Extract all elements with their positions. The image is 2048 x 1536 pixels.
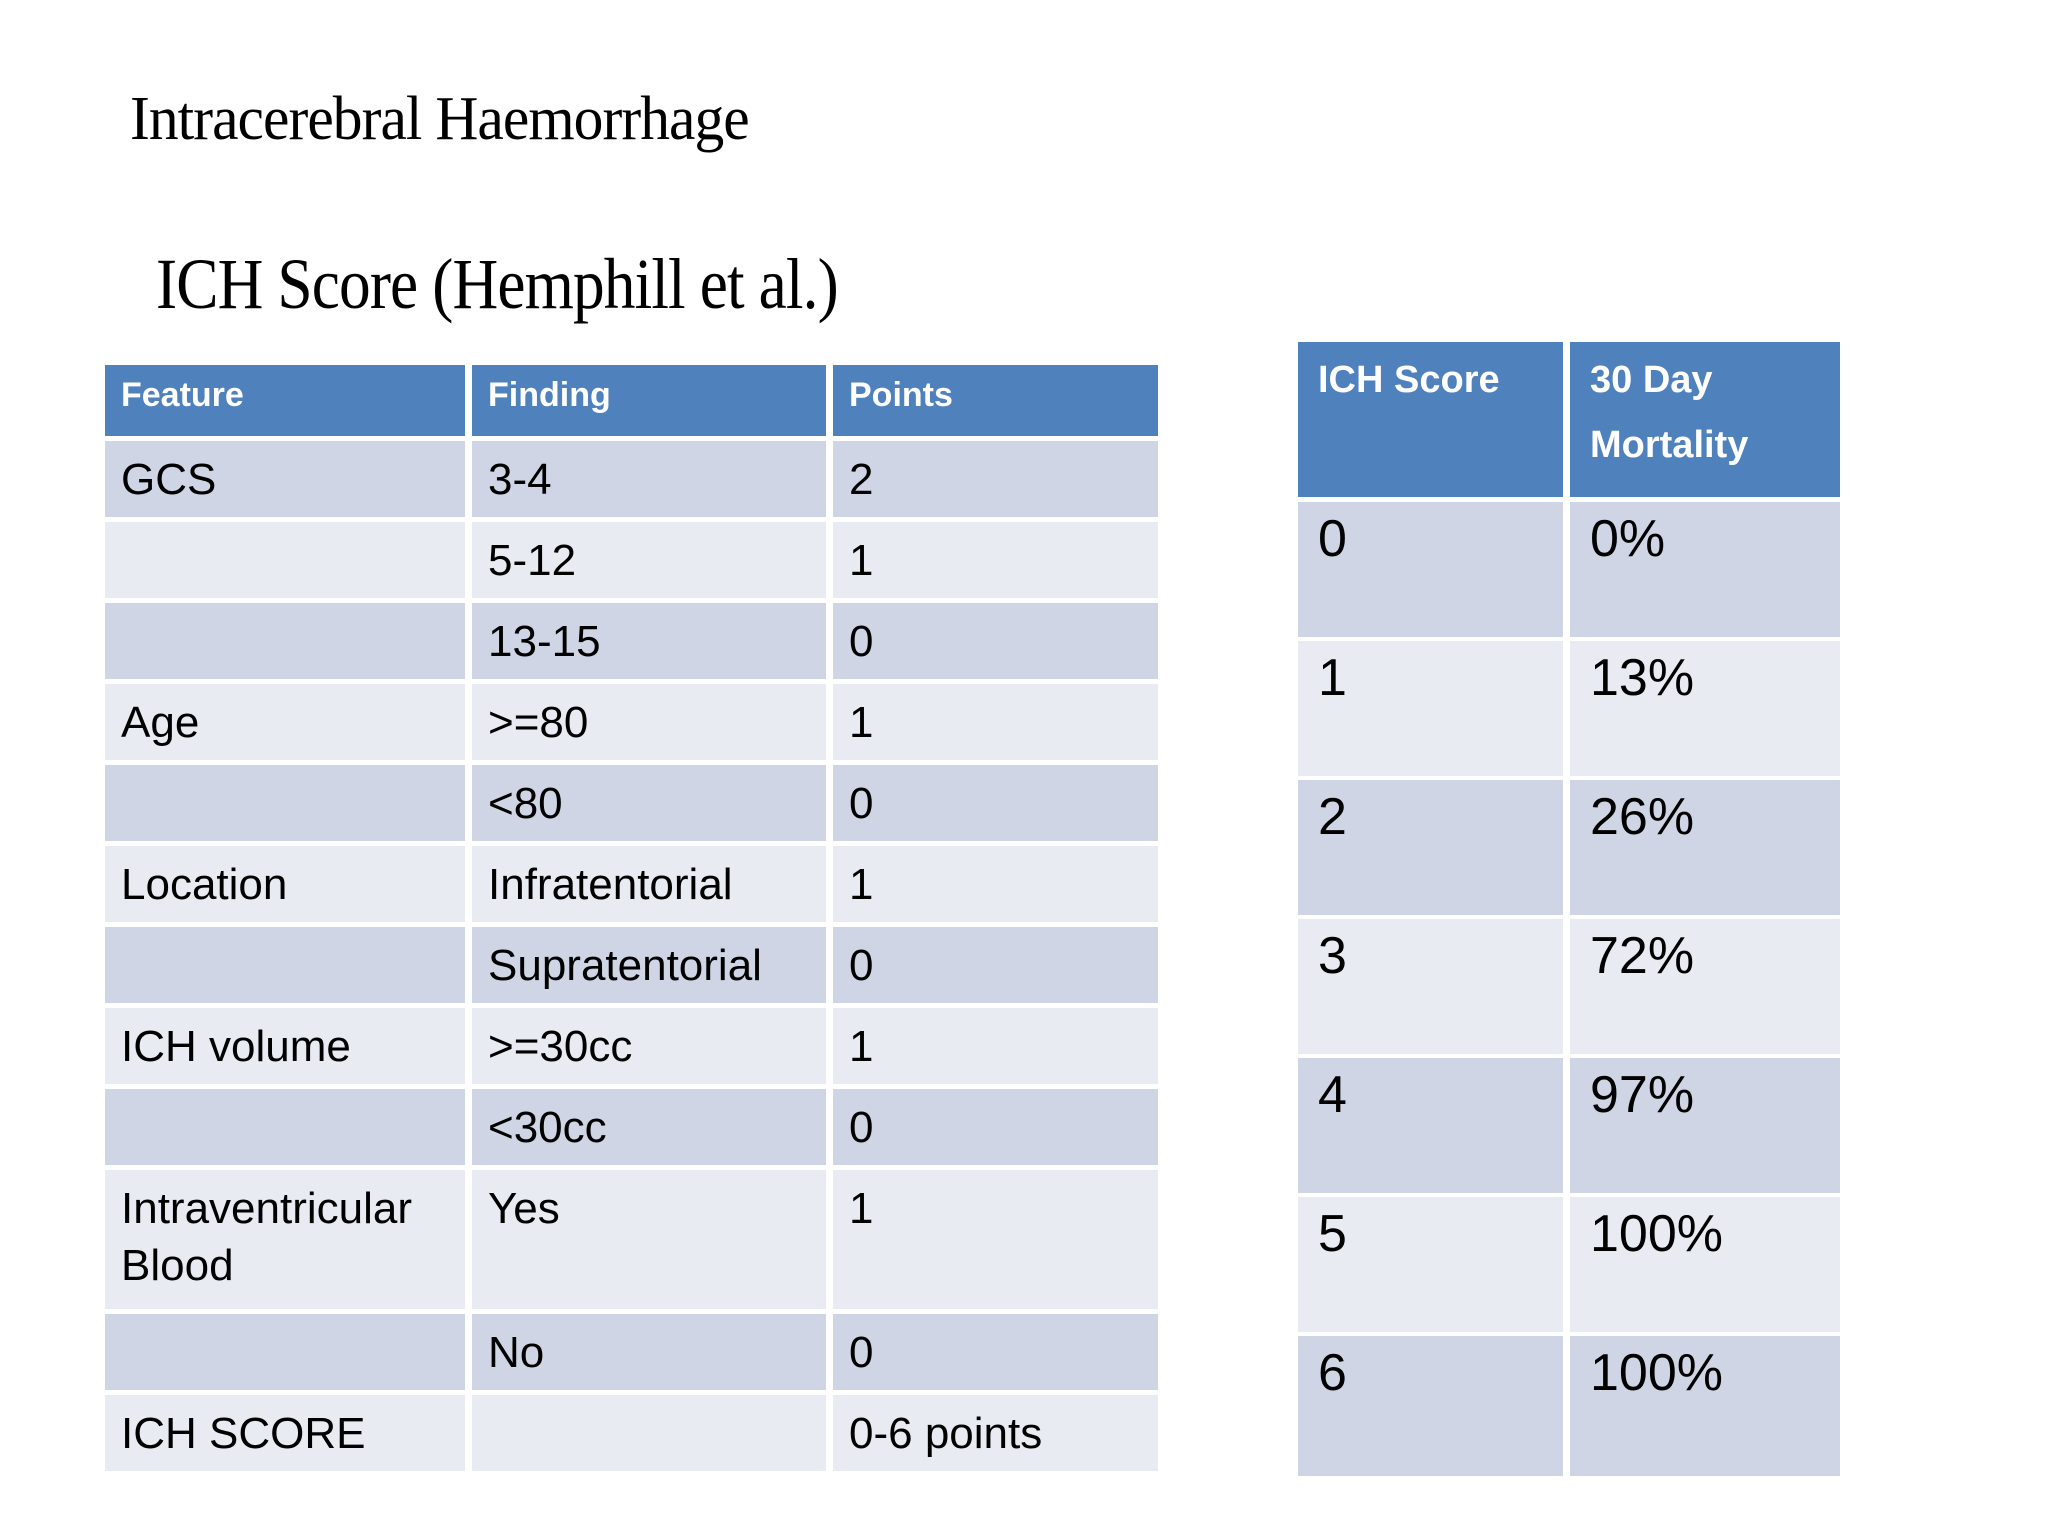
cell-points: 1 [833, 684, 1158, 765]
cell-finding [472, 1395, 833, 1471]
cell-points: 2 [833, 441, 1158, 522]
cell-mortality: 0% [1570, 502, 1840, 641]
cell-feature: Age [105, 684, 472, 765]
cell-mortality: 97% [1570, 1058, 1840, 1197]
cell-points: 1 [833, 846, 1158, 927]
cell-score: 1 [1298, 641, 1570, 780]
cell-points: 0 [833, 927, 1158, 1008]
cell-feature: Location [105, 846, 472, 927]
cell-finding: Infratentorial [472, 846, 833, 927]
cell-points: 1 [833, 1170, 1158, 1314]
cell-points: 1 [833, 522, 1158, 603]
slide-title: Intracerebral Haemorrhage [130, 85, 750, 153]
cell-feature [105, 603, 472, 684]
cell-finding: 5-12 [472, 522, 833, 603]
cell-feature [105, 522, 472, 603]
table-row: 5-12 1 [105, 522, 1158, 603]
cell-finding: >=80 [472, 684, 833, 765]
table-row: 1 13% [1298, 641, 1840, 780]
cell-finding: <80 [472, 765, 833, 846]
cell-feature: ICH volume [105, 1008, 472, 1089]
cell-points: 0-6 points [833, 1395, 1158, 1471]
cell-feature: Intraventricular Blood [105, 1170, 472, 1314]
table-row: 3 72% [1298, 919, 1840, 1058]
table-row: 4 97% [1298, 1058, 1840, 1197]
cell-score: 2 [1298, 780, 1570, 919]
cell-mortality: 100% [1570, 1197, 1840, 1336]
cell-mortality: 100% [1570, 1336, 1840, 1476]
column-header-mortality: 30 Day Mortality [1570, 342, 1840, 502]
cell-mortality: 72% [1570, 919, 1840, 1058]
cell-feature: GCS [105, 441, 472, 522]
cell-finding: 3-4 [472, 441, 833, 522]
cell-feature [105, 1314, 472, 1395]
table-row: Age >=80 1 [105, 684, 1158, 765]
cell-score: 4 [1298, 1058, 1570, 1197]
table-row: Intraventricular Blood Yes 1 [105, 1170, 1158, 1314]
table-row: No 0 [105, 1314, 1158, 1395]
column-header-ich-score: ICH Score [1298, 342, 1570, 502]
cell-points: 0 [833, 1314, 1158, 1395]
column-header-finding: Finding [472, 365, 833, 441]
table-row: Supratentorial 0 [105, 927, 1158, 1008]
cell-points: 0 [833, 765, 1158, 846]
cell-finding: Yes [472, 1170, 833, 1314]
cell-mortality: 13% [1570, 641, 1840, 780]
cell-finding: No [472, 1314, 833, 1395]
table-header-row: Feature Finding Points [105, 365, 1158, 441]
table-row: 6 100% [1298, 1336, 1840, 1476]
cell-feature [105, 765, 472, 846]
cell-finding: 13-15 [472, 603, 833, 684]
table-row: 2 26% [1298, 780, 1840, 919]
mortality-table: ICH Score 30 Day Mortality 0 0% 1 13% 2 … [1298, 342, 1840, 1476]
table-row: ICH SCORE 0-6 points [105, 1395, 1158, 1471]
column-header-feature: Feature [105, 365, 472, 441]
table-row: 0 0% [1298, 502, 1840, 641]
cell-points: 1 [833, 1008, 1158, 1089]
table-header-row: ICH Score 30 Day Mortality [1298, 342, 1840, 502]
cell-feature [105, 927, 472, 1008]
cell-finding: Supratentorial [472, 927, 833, 1008]
table-row: GCS 3-4 2 [105, 441, 1158, 522]
cell-points: 0 [833, 1089, 1158, 1170]
cell-mortality: 26% [1570, 780, 1840, 919]
cell-score: 0 [1298, 502, 1570, 641]
cell-finding: <30cc [472, 1089, 833, 1170]
cell-feature: ICH SCORE [105, 1395, 472, 1471]
column-header-points: Points [833, 365, 1158, 441]
cell-points: 0 [833, 603, 1158, 684]
table-row: 13-15 0 [105, 603, 1158, 684]
table-row: <80 0 [105, 765, 1158, 846]
table-row: 5 100% [1298, 1197, 1840, 1336]
table-row: <30cc 0 [105, 1089, 1158, 1170]
cell-score: 3 [1298, 919, 1570, 1058]
slide-subtitle: ICH Score (Hemphill et al.) [156, 244, 839, 324]
cell-score: 6 [1298, 1336, 1570, 1476]
cell-feature [105, 1089, 472, 1170]
table-row: ICH volume >=30cc 1 [105, 1008, 1158, 1089]
cell-score: 5 [1298, 1197, 1570, 1336]
table-row: Location Infratentorial 1 [105, 846, 1158, 927]
cell-finding: >=30cc [472, 1008, 833, 1089]
ich-score-feature-table: Feature Finding Points GCS 3-4 2 5-12 1 … [105, 365, 1158, 1471]
